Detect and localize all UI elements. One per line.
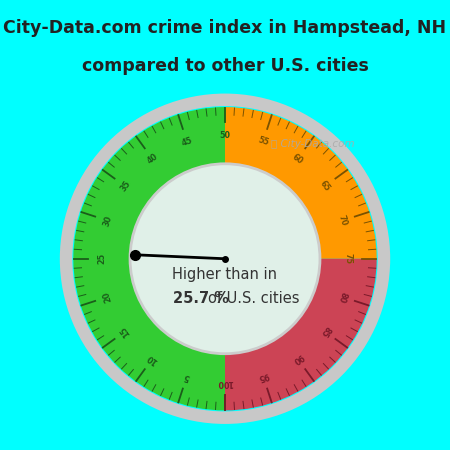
Text: 25.7 %: 25.7 % (173, 291, 229, 306)
Text: Higher than in: Higher than in (172, 267, 278, 282)
Text: 5: 5 (183, 371, 191, 381)
Text: 10: 10 (145, 351, 160, 365)
Text: of U.S. cities: of U.S. cities (208, 291, 300, 306)
Text: 95: 95 (256, 370, 270, 382)
Text: 20: 20 (102, 290, 114, 304)
Text: 90: 90 (290, 351, 305, 365)
Text: 100: 100 (217, 378, 233, 387)
Text: 45: 45 (180, 135, 194, 148)
Text: 60: 60 (290, 152, 305, 166)
Text: 80: 80 (336, 290, 348, 304)
Wedge shape (225, 107, 377, 259)
Circle shape (130, 164, 320, 354)
Text: 75: 75 (344, 253, 353, 264)
Text: City-Data.com crime index in Hampstead, NH: City-Data.com crime index in Hampstead, … (4, 19, 446, 37)
Text: 65: 65 (318, 179, 332, 194)
Text: 35: 35 (118, 179, 132, 194)
Text: 40: 40 (145, 152, 160, 166)
Wedge shape (73, 107, 225, 410)
Text: compared to other U.S. cities: compared to other U.S. cities (81, 58, 369, 76)
Text: 50: 50 (220, 131, 230, 140)
Text: 15: 15 (118, 324, 132, 338)
Text: 70: 70 (336, 214, 348, 227)
Text: ⓘ City-Data.com: ⓘ City-Data.com (271, 139, 355, 149)
Text: 55: 55 (256, 135, 270, 148)
Text: 30: 30 (102, 214, 114, 227)
Text: 25: 25 (97, 253, 106, 264)
Text: 85: 85 (318, 324, 332, 338)
Wedge shape (225, 259, 377, 410)
